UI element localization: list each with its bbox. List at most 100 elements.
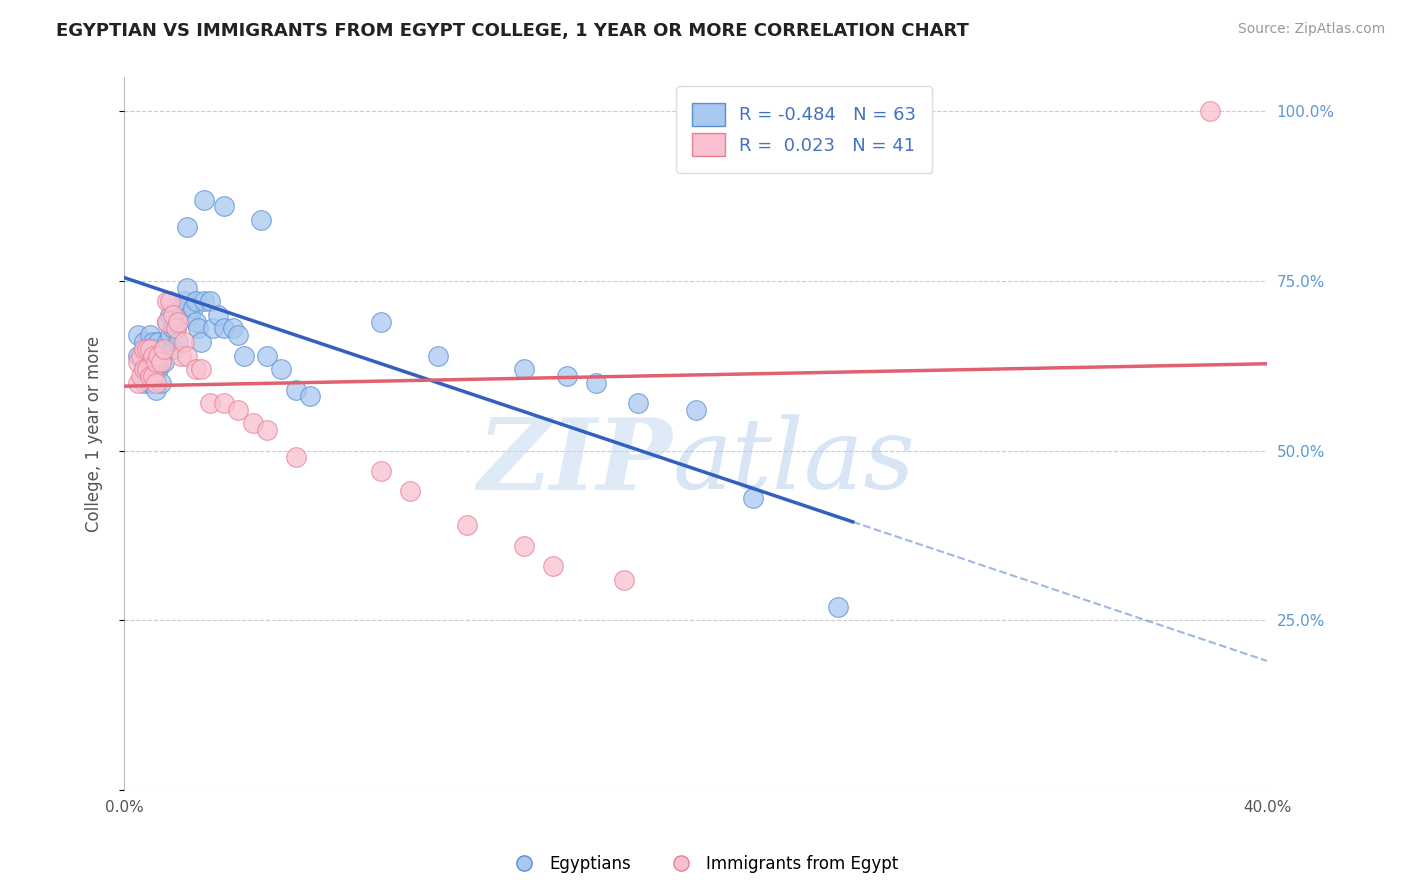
Point [156, 315, 179, 329]
Y-axis label: College, 1 year or more: College, 1 year or more [86, 335, 103, 532]
Point [685, 403, 707, 417]
Point [298, 389, 321, 403]
Point [127, 355, 149, 369]
Point [513, 362, 536, 376]
Point [176, 219, 198, 234]
Point [170, 349, 193, 363]
Point [198, 396, 221, 410]
Point [150, 376, 173, 390]
Legend: R = -0.484   N = 63, R =  0.023   N = 41: R = -0.484 N = 63, R = 0.023 N = 41 [676, 87, 932, 172]
Point [142, 349, 165, 363]
Point [184, 294, 207, 309]
Point [148, 334, 170, 349]
Point [270, 362, 292, 376]
Point [427, 349, 450, 363]
Point [150, 355, 173, 369]
Point [176, 281, 198, 295]
Point [184, 315, 207, 329]
Point [212, 321, 235, 335]
Point [139, 368, 162, 383]
Point [541, 558, 564, 573]
Point [145, 362, 167, 376]
Point [145, 383, 167, 397]
Point [127, 328, 149, 343]
Point [165, 301, 187, 315]
Point [627, 396, 650, 410]
Point [162, 321, 184, 335]
Point [165, 321, 187, 335]
Point [142, 368, 165, 383]
Point [150, 355, 173, 369]
Point [148, 362, 170, 376]
Point [193, 294, 215, 309]
Point [256, 349, 278, 363]
Point [162, 342, 184, 356]
Point [129, 368, 152, 383]
Point [399, 484, 422, 499]
Point [190, 362, 212, 376]
Point [134, 362, 156, 376]
Point [139, 328, 162, 343]
Point [139, 342, 162, 356]
Point [201, 321, 224, 335]
Point [153, 342, 176, 356]
Point [827, 599, 849, 614]
Point [555, 368, 578, 383]
Text: EGYPTIAN VS IMMIGRANTS FROM EGYPT COLLEGE, 1 YEAR OR MORE CORRELATION CHART: EGYPTIAN VS IMMIGRANTS FROM EGYPT COLLEG… [56, 22, 969, 40]
Point [176, 349, 198, 363]
Point [198, 294, 221, 309]
Text: atlas: atlas [672, 415, 915, 510]
Text: ZIP: ZIP [478, 414, 672, 510]
Point [145, 355, 167, 369]
Point [156, 294, 179, 309]
Point [136, 349, 159, 363]
Point [513, 539, 536, 553]
Point [173, 294, 195, 309]
Point [156, 334, 179, 349]
Point [127, 376, 149, 390]
Point [145, 342, 167, 356]
Point [256, 423, 278, 437]
Legend: Egyptians, Immigrants from Egypt: Egyptians, Immigrants from Egypt [501, 848, 905, 880]
Point [167, 334, 190, 349]
Point [142, 355, 165, 369]
Point [181, 301, 204, 315]
Point [173, 334, 195, 349]
Point [165, 321, 187, 335]
Point [741, 491, 763, 505]
Point [134, 334, 156, 349]
Point [148, 349, 170, 363]
Text: Source: ZipAtlas.com: Source: ZipAtlas.com [1237, 22, 1385, 37]
Point [212, 199, 235, 213]
Point [134, 376, 156, 390]
Point [207, 308, 229, 322]
Point [228, 328, 250, 343]
Point [134, 362, 156, 376]
Point [153, 355, 176, 369]
Point [187, 321, 209, 335]
Point [1199, 104, 1222, 119]
Point [222, 321, 245, 335]
Point [159, 328, 181, 343]
Point [190, 334, 212, 349]
Point [159, 308, 181, 322]
Point [212, 396, 235, 410]
Point [127, 349, 149, 363]
Point [136, 362, 159, 376]
Point [134, 342, 156, 356]
Point [242, 417, 264, 431]
Point [284, 383, 307, 397]
Point [167, 315, 190, 329]
Point [179, 308, 201, 322]
Point [136, 368, 159, 383]
Point [370, 464, 392, 478]
Point [250, 213, 273, 227]
Point [136, 342, 159, 356]
Point [585, 376, 607, 390]
Point [184, 362, 207, 376]
Point [284, 450, 307, 465]
Point [228, 403, 250, 417]
Point [233, 349, 256, 363]
Point [129, 349, 152, 363]
Point [193, 193, 215, 207]
